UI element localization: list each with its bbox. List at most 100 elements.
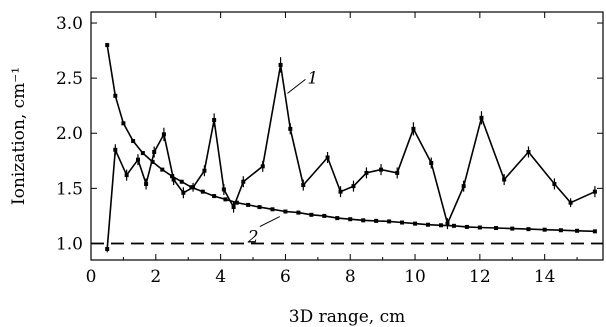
data-point	[426, 222, 431, 227]
data-point	[451, 223, 456, 228]
data-point	[552, 181, 557, 186]
data-point	[189, 185, 194, 190]
data-point	[542, 227, 547, 232]
data-point	[477, 225, 482, 230]
x-axis-label: 3D range, cm	[289, 307, 405, 327]
y-tick-label: 1.0	[56, 234, 83, 254]
data-point	[121, 121, 126, 126]
x-tick-label: 4	[215, 267, 226, 287]
data-point	[348, 217, 353, 222]
data-point	[113, 93, 118, 98]
data-point	[105, 43, 110, 48]
data-point	[234, 200, 239, 205]
data-point	[445, 221, 450, 226]
data-point	[270, 207, 275, 212]
series-2	[105, 43, 597, 234]
curve-label-leader	[287, 78, 306, 94]
data-point	[361, 218, 366, 223]
data-point	[124, 173, 129, 178]
data-point	[338, 189, 343, 194]
x-tick-label: 12	[469, 267, 491, 287]
series-layer	[105, 43, 597, 253]
data-point	[411, 126, 416, 131]
data-point	[161, 132, 166, 137]
series-1	[105, 57, 597, 253]
data-point	[526, 227, 531, 232]
data-point	[464, 224, 469, 229]
data-point	[170, 174, 175, 179]
curve-label-2: 2	[247, 228, 259, 248]
x-tick-label: 8	[345, 267, 356, 287]
data-point	[131, 138, 136, 143]
x-tick-label: 0	[86, 267, 97, 287]
data-point	[400, 220, 405, 225]
data-point	[144, 181, 149, 186]
data-point	[413, 221, 418, 226]
data-point	[160, 167, 165, 172]
data-point	[283, 209, 288, 214]
data-point	[351, 184, 356, 189]
data-point	[246, 202, 251, 207]
y-tick-label: 1.5	[56, 179, 83, 199]
x-tick-label: 2	[150, 267, 161, 287]
data-point	[231, 205, 236, 210]
data-point	[212, 194, 217, 199]
data-point	[502, 177, 507, 182]
x-tick-label: 6	[280, 267, 291, 287]
data-point	[387, 219, 392, 224]
data-point	[202, 168, 207, 173]
y-tick-label: 3.0	[56, 14, 83, 34]
data-point	[135, 157, 140, 162]
y-tick-label: 2.5	[56, 69, 83, 89]
data-point	[200, 189, 205, 194]
data-point	[592, 189, 597, 194]
data-point	[113, 147, 118, 152]
data-point	[150, 159, 155, 164]
data-point	[438, 223, 443, 228]
data-point	[322, 213, 327, 218]
data-point	[296, 210, 301, 215]
x-tick-label: 14	[534, 267, 556, 287]
data-point	[140, 151, 145, 156]
ticks-layer: 0 2 4 6 8 10 12 141.01.52.02.53.0	[56, 12, 603, 287]
data-point	[575, 228, 580, 233]
data-point	[479, 115, 484, 120]
y-axis-label: Ionization, cm⁻¹	[9, 67, 29, 205]
y-tick-label: 2.0	[56, 124, 83, 144]
data-point	[526, 149, 531, 154]
data-point	[152, 149, 157, 154]
x-tick-label: 10	[404, 267, 426, 287]
curve-label-leader	[259, 216, 281, 228]
data-point	[223, 197, 228, 202]
data-point	[429, 161, 434, 166]
data-point	[325, 155, 330, 160]
data-point	[461, 184, 466, 189]
data-point	[212, 118, 217, 123]
data-point	[309, 212, 314, 217]
data-point	[364, 170, 369, 175]
data-point	[510, 226, 515, 231]
data-point	[288, 126, 293, 131]
data-point	[558, 228, 563, 233]
data-point	[278, 62, 283, 67]
data-point	[179, 179, 184, 184]
data-point	[221, 187, 226, 192]
data-point	[301, 183, 306, 188]
series-2-line	[106, 44, 595, 233]
data-point	[395, 170, 400, 175]
data-point	[592, 229, 597, 234]
data-point	[105, 246, 110, 251]
series-1-line	[106, 64, 596, 250]
data-point	[171, 177, 176, 182]
data-point	[568, 200, 573, 205]
data-point	[260, 164, 265, 169]
data-point	[181, 190, 186, 195]
plot-frame	[90, 11, 604, 261]
data-point	[335, 216, 340, 221]
curve-label-1: 1	[307, 68, 318, 88]
annotation-layer: 12	[247, 68, 318, 247]
data-point	[374, 218, 379, 223]
data-point	[379, 167, 384, 172]
data-point	[241, 179, 246, 184]
